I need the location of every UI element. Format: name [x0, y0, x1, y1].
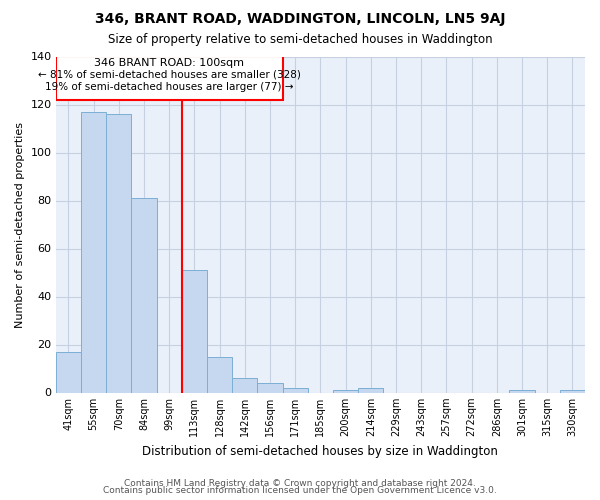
- Bar: [56, 352, 81, 393]
- Bar: [509, 390, 535, 392]
- Text: ← 81% of semi-detached houses are smaller (328): ← 81% of semi-detached houses are smalle…: [38, 70, 301, 80]
- Bar: [131, 198, 157, 392]
- Text: Contains HM Land Registry data © Crown copyright and database right 2024.: Contains HM Land Registry data © Crown c…: [124, 478, 476, 488]
- Text: Size of property relative to semi-detached houses in Waddington: Size of property relative to semi-detach…: [107, 32, 493, 46]
- Bar: [182, 270, 207, 392]
- Text: Contains public sector information licensed under the Open Government Licence v3: Contains public sector information licen…: [103, 486, 497, 495]
- Y-axis label: Number of semi-detached properties: Number of semi-detached properties: [15, 122, 25, 328]
- Bar: [257, 383, 283, 392]
- Bar: [106, 114, 131, 392]
- Bar: [560, 390, 585, 392]
- X-axis label: Distribution of semi-detached houses by size in Waddington: Distribution of semi-detached houses by …: [142, 444, 499, 458]
- Text: 346, BRANT ROAD, WADDINGTON, LINCOLN, LN5 9AJ: 346, BRANT ROAD, WADDINGTON, LINCOLN, LN…: [95, 12, 505, 26]
- Bar: [333, 390, 358, 392]
- Bar: [232, 378, 257, 392]
- Bar: [81, 112, 106, 392]
- Bar: [358, 388, 383, 392]
- Bar: [283, 388, 308, 392]
- Text: 346 BRANT ROAD: 100sqm: 346 BRANT ROAD: 100sqm: [94, 58, 244, 68]
- Text: 19% of semi-detached houses are larger (77) →: 19% of semi-detached houses are larger (…: [45, 82, 293, 92]
- Bar: [56, 56, 283, 100]
- Bar: [207, 356, 232, 392]
